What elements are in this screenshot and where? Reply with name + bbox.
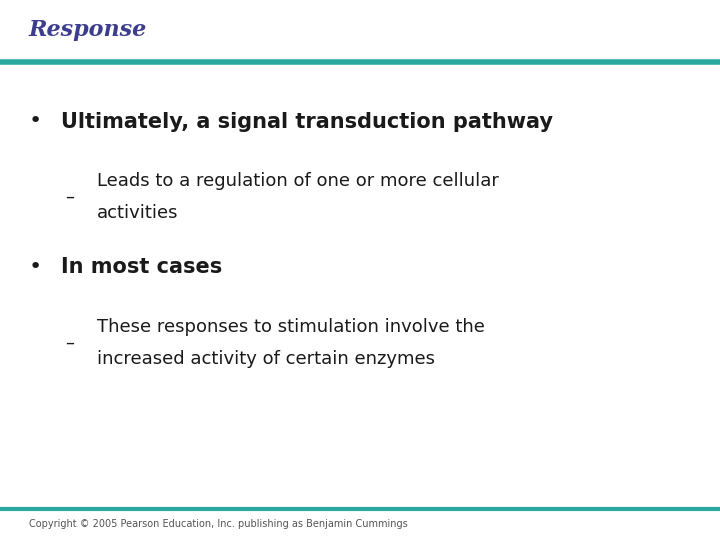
Text: –: – [65,188,73,206]
Text: •: • [29,111,42,132]
Text: •: • [29,257,42,278]
Text: activities: activities [97,204,179,222]
Text: –: – [65,334,73,352]
Text: Response: Response [29,19,147,40]
Text: Leads to a regulation of one or more cellular: Leads to a regulation of one or more cel… [97,172,499,190]
Text: Copyright © 2005 Pearson Education, Inc. publishing as Benjamin Cummings: Copyright © 2005 Pearson Education, Inc.… [29,519,408,529]
Text: In most cases: In most cases [61,257,222,278]
Text: Ultimately, a signal transduction pathway: Ultimately, a signal transduction pathwa… [61,111,553,132]
Text: These responses to stimulation involve the: These responses to stimulation involve t… [97,318,485,336]
Text: increased activity of certain enzymes: increased activity of certain enzymes [97,350,435,368]
